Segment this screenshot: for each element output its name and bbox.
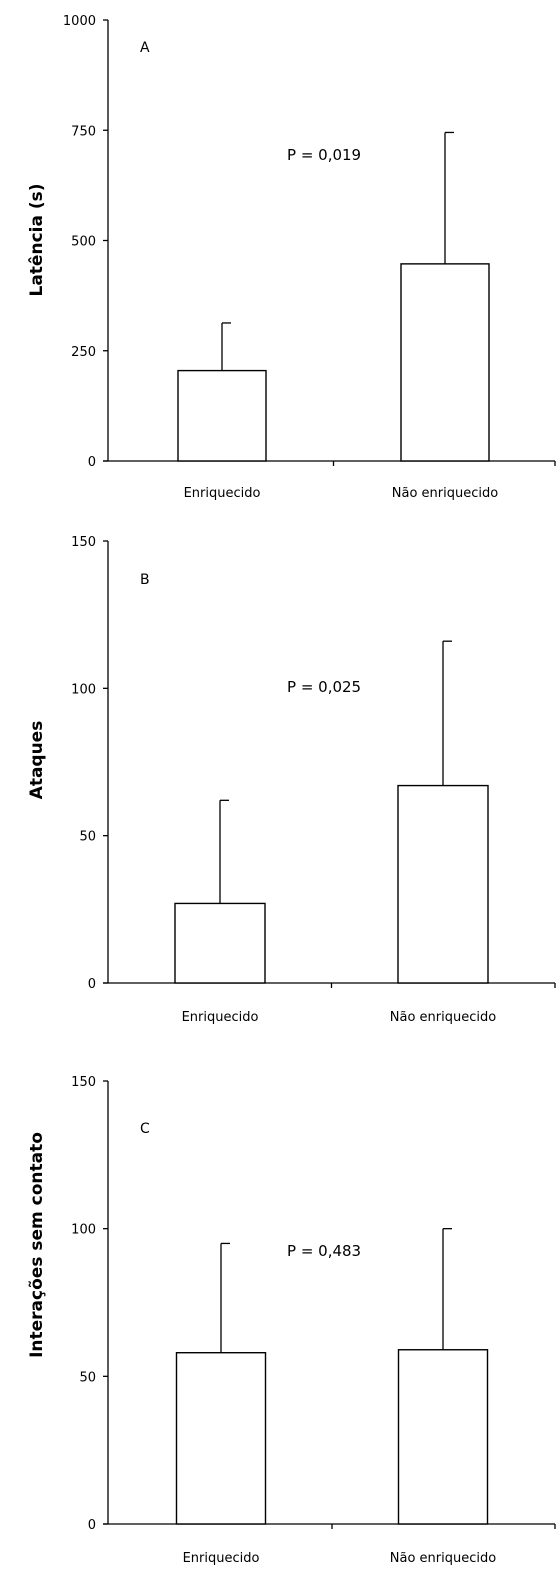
panel-b: Ataques B P = 0,025 0 50 100 150 Enriquecido… (27, 535, 556, 1025)
panel-c-y-axis-label: Interações sem contato (27, 1132, 47, 1358)
panel-c-y-tick-label: 0 (88, 1518, 96, 1533)
panel-c-bar-1 (175, 1352, 267, 1525)
panel-a-p-value: P = 0,019 (287, 146, 361, 164)
panel-c-y-tick-label: 100 (71, 1223, 96, 1238)
panel-a-y-tick-label: 0 (88, 455, 96, 470)
panel-a-category-label-2: Não enriquecido (392, 486, 498, 501)
panel-b-letter: B (140, 572, 150, 588)
panel-c-y-tick-label: 50 (79, 1370, 96, 1385)
panel-a-y-tick-label: 1000 (63, 14, 96, 29)
panel-c-marks: 0 50 100 150 Enriquecido Não enriquecido (71, 1075, 556, 1566)
panel-a-category-label-1: Enriquecido (184, 486, 261, 501)
panel-c-letter: C (140, 1121, 150, 1137)
panel-a-bar-2 (400, 263, 490, 462)
panel-b-category-label-2: Não enriquecido (390, 1010, 496, 1025)
panel-a-bar-1 (177, 369, 267, 462)
panel-c-p-value: P = 0,483 (287, 1242, 361, 1260)
panel-c-y-tick-label: 150 (71, 1075, 96, 1090)
panel-b-marks: 0 50 100 150 Enriquecido Não enriquecido (71, 535, 556, 1025)
panel-c-bar-2 (397, 1349, 489, 1525)
panel-a: Latência (s) A P = 0,019 0 250 500 750 1000 E… (27, 14, 556, 501)
panel-b-y-tick-label: 100 (71, 682, 96, 697)
panel-b-bar-1 (174, 902, 266, 984)
panel-c-category-label-1: Enriquecido (183, 1551, 260, 1566)
panel-a-y-tick-label: 500 (71, 235, 96, 250)
panel-c-category-label-2: Não enriquecido (390, 1551, 496, 1566)
panel-a-y-tick-label: 750 (71, 124, 96, 139)
panel-b-y-tick-label: 0 (88, 977, 96, 992)
panel-b-y-tick-label: 50 (79, 830, 96, 845)
panel-a-y-axis-label: Latência (s) (27, 183, 47, 296)
panel-b-bar-2 (397, 784, 489, 984)
panel-b-category-label-1: Enriquecido (182, 1010, 259, 1025)
panel-b-y-tick-label: 150 (71, 535, 96, 550)
panel-b-p-value: P = 0,025 (287, 678, 361, 696)
panel-b-y-axis-label: Ataques (27, 721, 47, 800)
panel-a-marks: 0 250 500 750 1000 Enriquecido Não enriquecido (63, 14, 556, 501)
panel-a-letter: A (140, 40, 150, 56)
panel-c: Interações sem contato C P = 0,483 0 50 10… (27, 1075, 556, 1566)
panel-a-y-tick-label: 250 (71, 345, 96, 360)
